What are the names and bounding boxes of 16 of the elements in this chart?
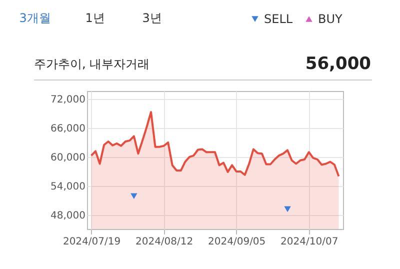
x-tick-label: 2024/08/12 xyxy=(135,236,194,248)
y-tick-label: 60,000 xyxy=(50,152,86,164)
text: 3개월 xyxy=(19,11,51,25)
chart-subtitle: 56,000 xyxy=(305,54,372,74)
x-tick-label: 2024/07/19 xyxy=(62,236,121,248)
x-tick-label: 2024/10/07 xyxy=(280,236,338,248)
text: 3년 xyxy=(142,11,162,25)
y-tick-label: 66,000 xyxy=(50,123,86,134)
y-tick-label: 54,000 xyxy=(50,181,86,192)
legend-label: BUY xyxy=(318,12,344,26)
y-tick-label: 72,000 xyxy=(50,94,86,106)
legend-label: SELL xyxy=(264,12,293,26)
text: 1년 xyxy=(85,11,105,25)
chart-title: 주가추이, 내부자거래 xyxy=(34,57,150,71)
y-tick-label: 48,000 xyxy=(50,210,86,222)
x-tick-label: 2024/09/05 xyxy=(208,236,266,248)
